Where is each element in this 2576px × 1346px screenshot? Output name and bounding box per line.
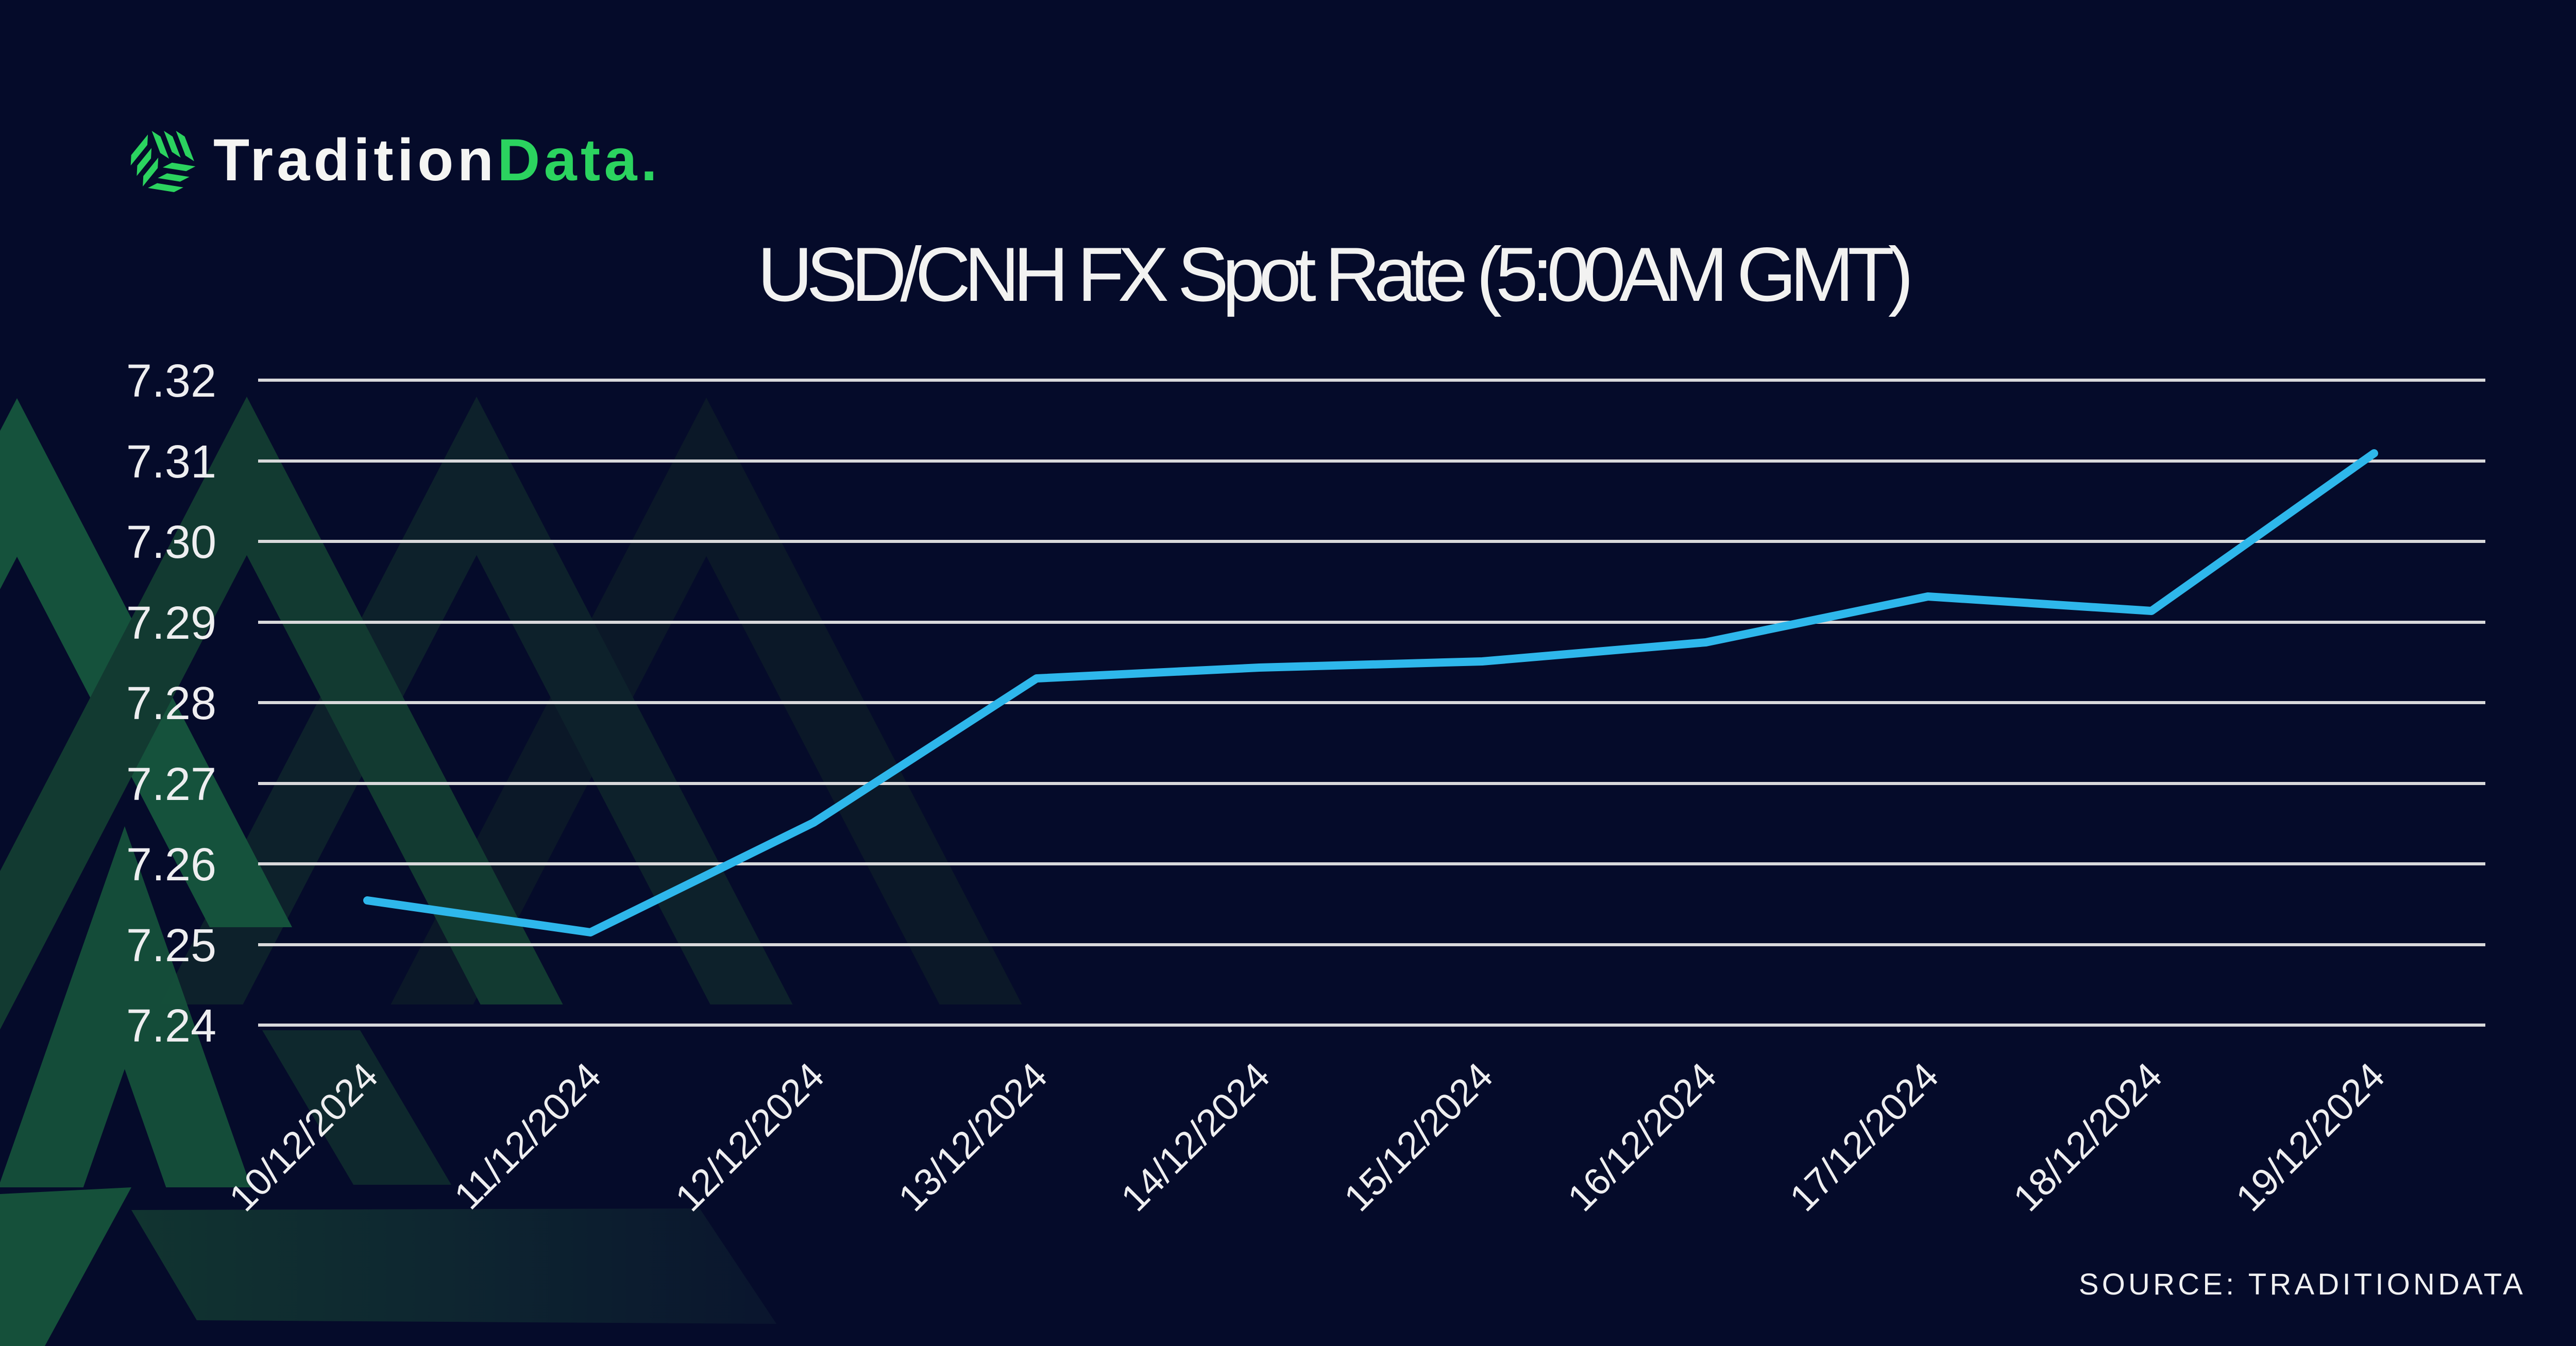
svg-text:7.28: 7.28 (126, 678, 216, 729)
svg-text:7.24: 7.24 (126, 1000, 216, 1052)
svg-text:7.32: 7.32 (126, 355, 216, 407)
svg-text:7.26: 7.26 (126, 839, 216, 891)
svg-text:USD/CNH FX Spot Rate (5:00AM G: USD/CNH FX Spot Rate (5:00AM GMT) (757, 231, 1909, 317)
svg-text:7.25: 7.25 (126, 920, 216, 972)
svg-text:TraditionData.: TraditionData. (213, 127, 661, 193)
svg-text:7.27: 7.27 (126, 759, 216, 810)
svg-text:7.29: 7.29 (126, 598, 216, 649)
svg-text:SOURCE: TRADITIONDATA: SOURCE: TRADITIONDATA (2079, 1268, 2526, 1301)
svg-text:7.31: 7.31 (126, 436, 216, 488)
svg-text:7.30: 7.30 (126, 517, 216, 568)
